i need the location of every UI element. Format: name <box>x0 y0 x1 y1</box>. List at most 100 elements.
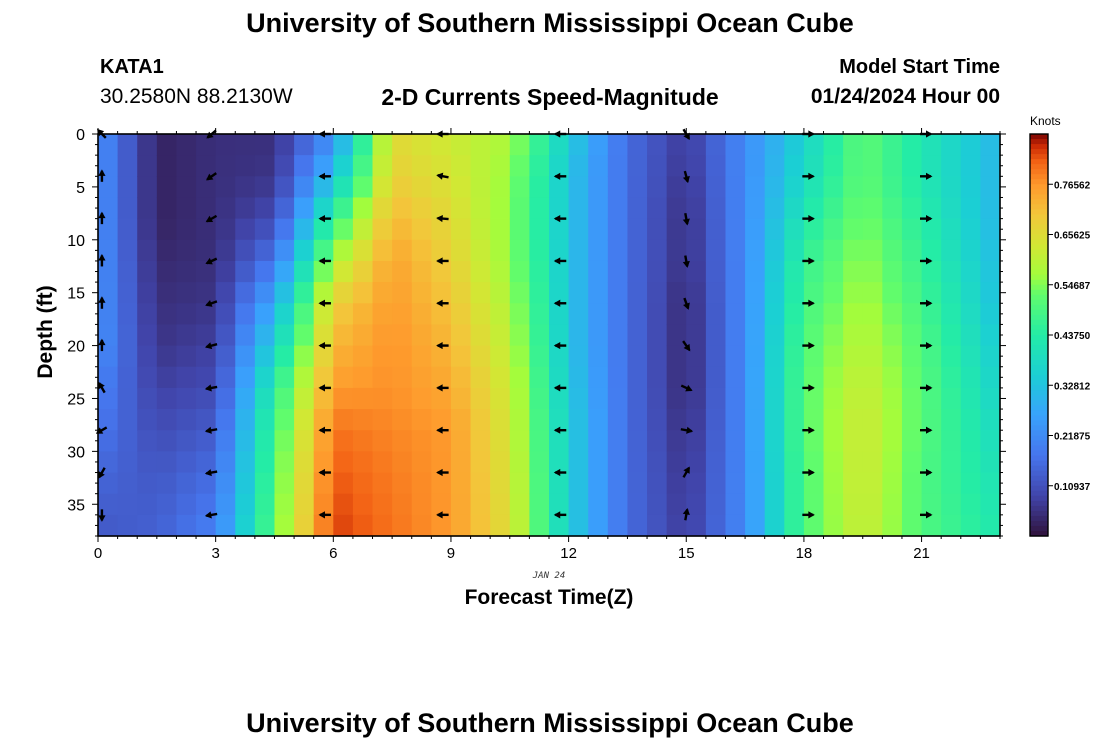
heatmap-cell <box>941 197 962 220</box>
heatmap-cell <box>490 260 511 283</box>
heatmap-cell <box>960 303 981 326</box>
heatmap-cell <box>117 239 138 262</box>
heatmap-cell <box>450 282 472 304</box>
heatmap-cell <box>254 430 276 452</box>
heatmap-cell <box>568 493 589 516</box>
heatmap-cell <box>352 430 374 452</box>
heatmap-cell <box>372 134 393 156</box>
vector-head <box>808 215 815 223</box>
heatmap-cell <box>117 282 138 304</box>
heatmap-cell <box>725 155 746 177</box>
heatmap-cell <box>549 239 570 262</box>
heatmap-cell <box>549 134 570 156</box>
y-tick-label: 30 <box>67 444 85 461</box>
heatmap-cell <box>823 260 844 283</box>
heatmap-cell <box>941 387 962 410</box>
heatmap-cell <box>862 303 883 326</box>
heatmap-cell <box>411 387 432 410</box>
current-vector <box>680 384 693 392</box>
heatmap-cell <box>372 493 393 516</box>
current-vector <box>436 384 449 392</box>
colorbar-swatch <box>1030 199 1048 205</box>
heatmap-cell <box>843 197 864 220</box>
colorbar-swatch <box>1030 380 1048 386</box>
heatmap-cell <box>725 451 746 474</box>
heatmap-cell <box>372 514 393 537</box>
vector-head <box>925 426 933 434</box>
heatmap-cell <box>431 345 452 368</box>
current-vector <box>682 466 691 478</box>
vector-head <box>682 218 690 226</box>
heatmap-cell <box>745 218 766 241</box>
heatmap-cell <box>803 282 825 304</box>
heatmap-cell <box>705 239 727 262</box>
heatmap-cell <box>725 324 746 347</box>
heatmap-cell <box>196 493 217 516</box>
colorbar-swatch <box>1030 385 1048 391</box>
heatmap-cell <box>313 197 334 220</box>
heatmap-cell <box>254 493 276 516</box>
current-vector <box>553 172 567 180</box>
heatmap-cell <box>627 260 648 283</box>
heatmap-cell <box>882 451 903 474</box>
heatmap-cell <box>549 282 570 304</box>
heatmap-cell <box>901 366 923 389</box>
heatmap-cell <box>392 134 413 156</box>
heatmap-cell <box>196 345 217 368</box>
heatmap-cell <box>843 155 864 177</box>
heatmap-cell <box>843 324 864 347</box>
heatmap-cell <box>137 303 158 326</box>
heatmap-cell <box>882 155 903 177</box>
heatmap-cell <box>509 366 530 389</box>
current-vector <box>802 426 815 434</box>
colorbar-swatch <box>1030 420 1048 427</box>
heatmap-cell <box>627 430 648 452</box>
colorbar-swatch <box>1030 495 1048 502</box>
heatmap-cell <box>803 303 825 326</box>
station-id: KATA1 <box>100 56 164 78</box>
vector-head <box>98 296 106 303</box>
heatmap-cell <box>254 366 276 389</box>
heatmap-cell <box>196 387 217 410</box>
heatmap-cell <box>960 472 981 495</box>
heatmap-cell <box>607 176 629 199</box>
heatmap-cell <box>372 387 393 410</box>
colorbar-swatch <box>1030 340 1048 346</box>
heatmap-cell <box>274 345 295 368</box>
heatmap-cell <box>137 514 158 537</box>
heatmap-cell <box>960 387 981 410</box>
heatmap-cell <box>764 134 785 156</box>
heatmap-cell <box>941 451 962 474</box>
heatmap-cell <box>431 430 452 452</box>
colorbar-swatch <box>1030 490 1048 497</box>
heatmap-cell <box>392 493 413 516</box>
heatmap-cell <box>666 514 687 537</box>
vector-head <box>553 215 561 223</box>
current-vector <box>919 341 933 350</box>
heatmap-cell <box>313 430 334 452</box>
vector-head <box>808 299 815 307</box>
heatmap-cell <box>980 387 1001 410</box>
heatmap-cell <box>313 134 334 156</box>
heatmap-cell <box>647 239 668 262</box>
heatmap-cell <box>607 239 629 262</box>
heatmap-cell <box>313 345 334 368</box>
heatmap-cell <box>137 366 158 389</box>
vector-head <box>205 257 213 265</box>
heatmap-cell <box>254 303 276 326</box>
heatmap-cell <box>431 197 452 220</box>
heatmap-cell <box>549 260 570 283</box>
current-vector <box>436 215 449 223</box>
heatmap-cell <box>235 366 256 389</box>
heatmap-cell <box>156 303 178 326</box>
heatmap-cell <box>607 514 629 537</box>
heatmap-cell <box>509 282 530 304</box>
heatmap-cell <box>372 197 393 220</box>
heatmap-cell <box>627 239 648 262</box>
heatmap-cell <box>372 472 393 495</box>
colorbar-tick-label: 0.32812 <box>1054 381 1091 392</box>
heatmap-cell <box>686 451 707 474</box>
heatmap-cell <box>235 387 256 410</box>
vector-head <box>205 173 214 181</box>
heatmap-cell <box>607 218 629 241</box>
